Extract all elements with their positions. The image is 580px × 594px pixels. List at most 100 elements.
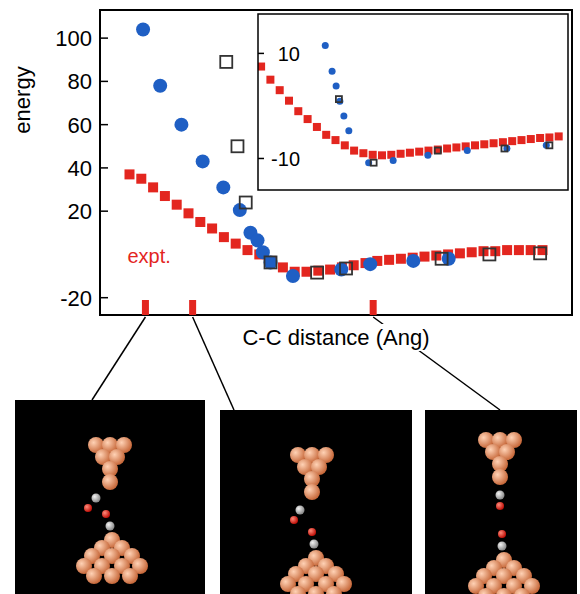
point [195,217,205,227]
point [420,252,430,262]
x-axis-title: C-C distance (Ang) [242,325,429,350]
point [464,147,471,154]
point [390,157,397,164]
point [378,151,386,159]
point [483,248,495,260]
leader-lines [92,317,500,410]
point [174,118,188,132]
y-tick [100,124,108,126]
y-axis-title: energy [10,66,35,133]
point [545,133,553,141]
y-tick-label: 100 [55,26,92,51]
series [336,96,552,166]
point [313,123,321,131]
cu-atom [86,568,102,584]
point [302,267,312,277]
point [286,269,300,283]
point [184,208,194,218]
point [534,247,546,259]
point [340,262,352,274]
y-tick-label: 40 [68,156,92,181]
highlight-bar [370,300,377,315]
point [153,79,167,93]
point [546,142,552,148]
point [172,200,182,210]
panel-background [15,400,205,594]
series [258,63,563,160]
inset-frame [258,14,568,190]
point [251,233,265,247]
o-atom [84,504,92,512]
point [125,169,135,179]
point [490,139,498,147]
point [220,56,232,68]
point [219,232,229,242]
point [406,149,414,157]
y-tick [100,167,108,169]
point [435,148,441,154]
y-tick [258,53,264,55]
cu-atom [304,484,320,500]
highlight-bar [189,300,196,315]
o-atom [308,528,316,536]
y-tick [100,37,108,39]
y-tick [100,210,108,212]
point [396,254,406,264]
point [340,112,347,119]
point [514,245,524,255]
point [207,223,217,233]
cu-atom [478,588,494,594]
point [434,146,442,154]
point [345,127,352,134]
point [278,262,288,272]
point [480,140,488,148]
panel-background [425,410,577,594]
y-tick-label: -20 [60,286,92,311]
point [265,256,277,268]
point [471,141,479,149]
snapshot-panel [220,410,412,594]
point [424,152,431,159]
c-atom [496,491,505,500]
point [325,265,335,275]
point [369,151,377,159]
point [508,137,516,145]
point [363,257,377,271]
point [311,267,323,279]
point [501,145,507,151]
c-atom [92,494,101,503]
y-tick-label: 20 [68,199,92,224]
point [371,160,377,166]
o-atom [290,516,298,524]
inset-background [258,14,568,190]
y-tick-label: 60 [68,113,92,138]
y-tick-label: 10 [278,43,300,65]
plot-frame [100,10,572,315]
cu-atom [290,586,306,594]
point [148,182,158,192]
cu-atom [326,586,342,594]
point [455,248,465,258]
point [336,96,342,102]
point [258,63,265,71]
point [406,254,420,268]
cu-atom [514,588,530,594]
panel-background [220,410,412,594]
point [216,180,230,194]
point [333,82,340,89]
point [332,136,340,144]
point [350,147,358,155]
point [304,115,312,123]
y-tick [100,81,108,83]
point [443,144,451,152]
snapshot-panel [425,410,577,594]
y-tick-label: -10 [271,148,300,170]
inset-plot-area [258,42,563,166]
point [294,107,302,115]
y-tick [100,297,108,299]
point [136,22,150,36]
point [322,42,329,49]
point [397,150,405,158]
highlight-bar [142,300,149,315]
y-tick-label: 80 [68,69,92,94]
